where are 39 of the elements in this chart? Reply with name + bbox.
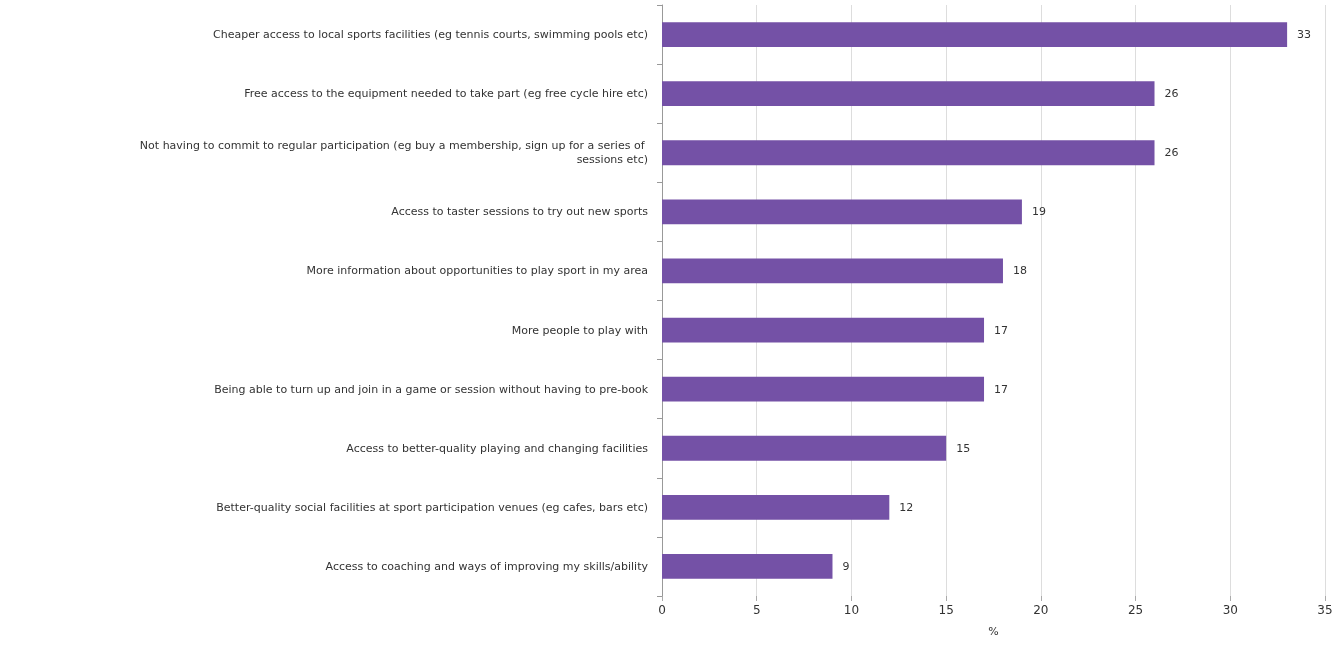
bar — [662, 494, 890, 520]
data-label: 33 — [1297, 28, 1312, 42]
x-tick-label: 15 — [938, 603, 954, 617]
data-label: 17 — [994, 323, 1009, 337]
data-label: 18 — [1012, 264, 1027, 278]
x-tick-label: 0 — [658, 603, 666, 617]
y-tick-label: Cheaper access to local sports facilities (eg tennis courts, swimming pools etc) — [213, 28, 648, 42]
data-label: 9 — [842, 559, 850, 573]
data-label: 17 — [994, 382, 1009, 396]
y-tick-label: Access to coaching and ways of improving my skills/ability — [325, 559, 649, 573]
x-tick-label: 25 — [1127, 603, 1144, 617]
y-tick-label: Better-quality social facilities at sport participation venues (eg cafes, bars etc) — [216, 500, 648, 514]
x-tick-label: 5 — [752, 603, 761, 617]
x-tick-label: 35 — [1317, 603, 1333, 617]
bar — [662, 435, 947, 461]
bar — [662, 140, 1155, 166]
data-label: 12 — [899, 500, 914, 514]
y-tick-label: More information about opportunities to play sport in my area — [306, 264, 648, 278]
x-axis-title: % — [988, 625, 999, 638]
bar — [662, 81, 1155, 107]
data-label: 26 — [1164, 146, 1179, 160]
x-tick-label: 10 — [843, 603, 860, 617]
y-tick-label: Free access to the equipment needed to take part (eg free cycle hire etc) — [244, 87, 648, 101]
x-tick-label: 20 — [1033, 603, 1049, 617]
y-tick-label: Not having to commit to regular participation (eg buy a membership, sign up for a series of sessions etc) — [139, 139, 648, 167]
bar — [662, 199, 1022, 225]
bar — [662, 22, 1288, 47]
bar — [662, 258, 1003, 284]
x-tick-label: 30 — [1222, 603, 1238, 617]
bar — [662, 554, 833, 579]
y-tick-label: Being able to turn up and join in a game or session without having to pre-book — [214, 382, 649, 396]
y-tick-label: Access to taster sessions to try out new sports — [391, 205, 649, 219]
data-label: 19 — [1031, 205, 1046, 219]
bar — [662, 317, 985, 343]
data-label: 15 — [956, 441, 971, 455]
data-label: 26 — [1164, 87, 1179, 101]
bar — [662, 376, 985, 402]
y-tick-label: More people to play with — [511, 323, 649, 337]
y-tick-label: Access to better-quality playing and changing facilities — [346, 441, 649, 455]
